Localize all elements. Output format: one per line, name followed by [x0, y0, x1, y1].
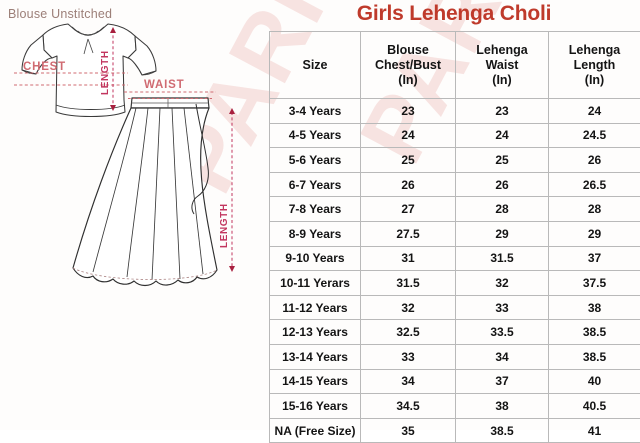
- row-size-cell: NA (Free Size): [270, 418, 361, 443]
- row-chest-cell: 27.5: [361, 221, 456, 246]
- row-length-cell: 26.5: [549, 172, 640, 197]
- row-size-cell: 11-12 Years: [270, 295, 361, 320]
- row-size-cell: 15-16 Years: [270, 394, 361, 419]
- header-length-line1: Lehenga: [549, 43, 640, 58]
- row-length-cell: 26: [549, 148, 640, 173]
- row-chest-cell: 34.5: [361, 394, 456, 419]
- garment-drawing: CHEST WAIST LENGTH LENGTH: [0, 0, 268, 430]
- row-size-cell: 12-13 Years: [270, 320, 361, 345]
- lehenga-length-label: LENGTH: [219, 203, 230, 248]
- header-waist-line1: Lehenga: [456, 43, 548, 58]
- row-waist-cell: 34: [456, 344, 549, 369]
- row-size-cell: 13-14 Years: [270, 344, 361, 369]
- row-chest-cell: 32: [361, 295, 456, 320]
- header-size-line1: Size: [270, 58, 360, 73]
- row-chest-cell: 35: [361, 418, 456, 443]
- row-waist-cell: 38.5: [456, 418, 549, 443]
- row-waist-cell: 23: [456, 99, 549, 124]
- header-row: Size Blouse Chest/Bust (In) Lehenga Wais…: [270, 32, 640, 99]
- waist-label: WAIST: [144, 79, 184, 91]
- header-chest-line1: Blouse: [361, 43, 455, 58]
- row-length-cell: 29: [549, 221, 640, 246]
- row-chest-cell: 31.5: [361, 271, 456, 296]
- row-length-cell: 38: [549, 295, 640, 320]
- row-length-cell: 38.5: [549, 344, 640, 369]
- row-chest-cell: 32.5: [361, 320, 456, 345]
- row-length-cell: 37.5: [549, 271, 640, 296]
- row-length-cell: 38.5: [549, 320, 640, 345]
- row-size-cell: 10-11 Yerars: [270, 271, 361, 296]
- row-waist-cell: 31.5: [456, 246, 549, 271]
- row-size-cell: 3-4 Years: [270, 99, 361, 124]
- row-waist-cell: 26: [456, 172, 549, 197]
- row-size-cell: 4-5 Years: [270, 123, 361, 148]
- row-length-cell: 40.5: [549, 394, 640, 419]
- row-waist-cell: 37: [456, 369, 549, 394]
- header-length-line3: (In): [549, 73, 640, 88]
- chart-title: Girls Lehenga Choli: [268, 2, 640, 26]
- row-length-cell: 28: [549, 197, 640, 222]
- row-waist-cell: 38: [456, 394, 549, 419]
- size-chart-page: PARI PARI Blouse Unstitched: [0, 0, 640, 430]
- row-length-cell: 24: [549, 99, 640, 124]
- column-header-blouse-chest: Blouse Chest/Bust (In): [361, 32, 456, 99]
- garment-illustration: Blouse Unstitched: [0, 0, 268, 430]
- row-chest-cell: 31: [361, 246, 456, 271]
- size-chart-table: Size Blouse Chest/Bust (In) Lehenga Wais…: [269, 31, 640, 443]
- row-size-cell: 14-15 Years: [270, 369, 361, 394]
- row-waist-cell: 29: [456, 221, 549, 246]
- row-waist-cell: 28: [456, 197, 549, 222]
- row-waist-cell: 33: [456, 295, 549, 320]
- row-length-cell: 40: [549, 369, 640, 394]
- row-size-cell: 9-10 Years: [270, 246, 361, 271]
- lehenga-shape: [73, 98, 217, 286]
- row-waist-cell: 33.5: [456, 320, 549, 345]
- row-size-cell: 8-9 Years: [270, 221, 361, 246]
- row-chest-cell: 27: [361, 197, 456, 222]
- row-waist-cell: 32: [456, 271, 549, 296]
- column-header-lehenga-waist: Lehenga Waist (In): [456, 32, 549, 99]
- header-chest-line2: Chest/Bust: [361, 58, 455, 73]
- row-chest-cell: 24: [361, 123, 456, 148]
- row-chest-cell: 34: [361, 369, 456, 394]
- row-length-cell: 41: [549, 418, 640, 443]
- row-length-cell: 37: [549, 246, 640, 271]
- row-size-cell: 6-7 Years: [270, 172, 361, 197]
- row-chest-cell: 25: [361, 148, 456, 173]
- row-chest-cell: 33: [361, 344, 456, 369]
- header-chest-line3: (In): [361, 73, 455, 88]
- header-length-line2: Length: [549, 58, 640, 73]
- row-waist-cell: 25: [456, 148, 549, 173]
- row-chest-cell: 23: [361, 99, 456, 124]
- blouse-length-label: LENGTH: [100, 50, 111, 95]
- row-size-cell: 7-8 Years: [270, 197, 361, 222]
- row-length-cell: 24.5: [549, 123, 640, 148]
- row-waist-cell: 24: [456, 123, 549, 148]
- header-waist-line3: (In): [456, 73, 548, 88]
- table-head: Size Blouse Chest/Bust (In) Lehenga Wais…: [270, 32, 640, 99]
- row-chest-cell: 26: [361, 172, 456, 197]
- row-size-cell: 5-6 Years: [270, 148, 361, 173]
- chest-label: CHEST: [23, 61, 66, 73]
- header-waist-line2: Waist: [456, 58, 548, 73]
- column-header-size: Size: [270, 32, 361, 99]
- column-header-lehenga-length: Lehenga Length (In): [549, 32, 640, 99]
- size-table-container: Size Blouse Chest/Bust (In) Lehenga Wais…: [269, 31, 640, 443]
